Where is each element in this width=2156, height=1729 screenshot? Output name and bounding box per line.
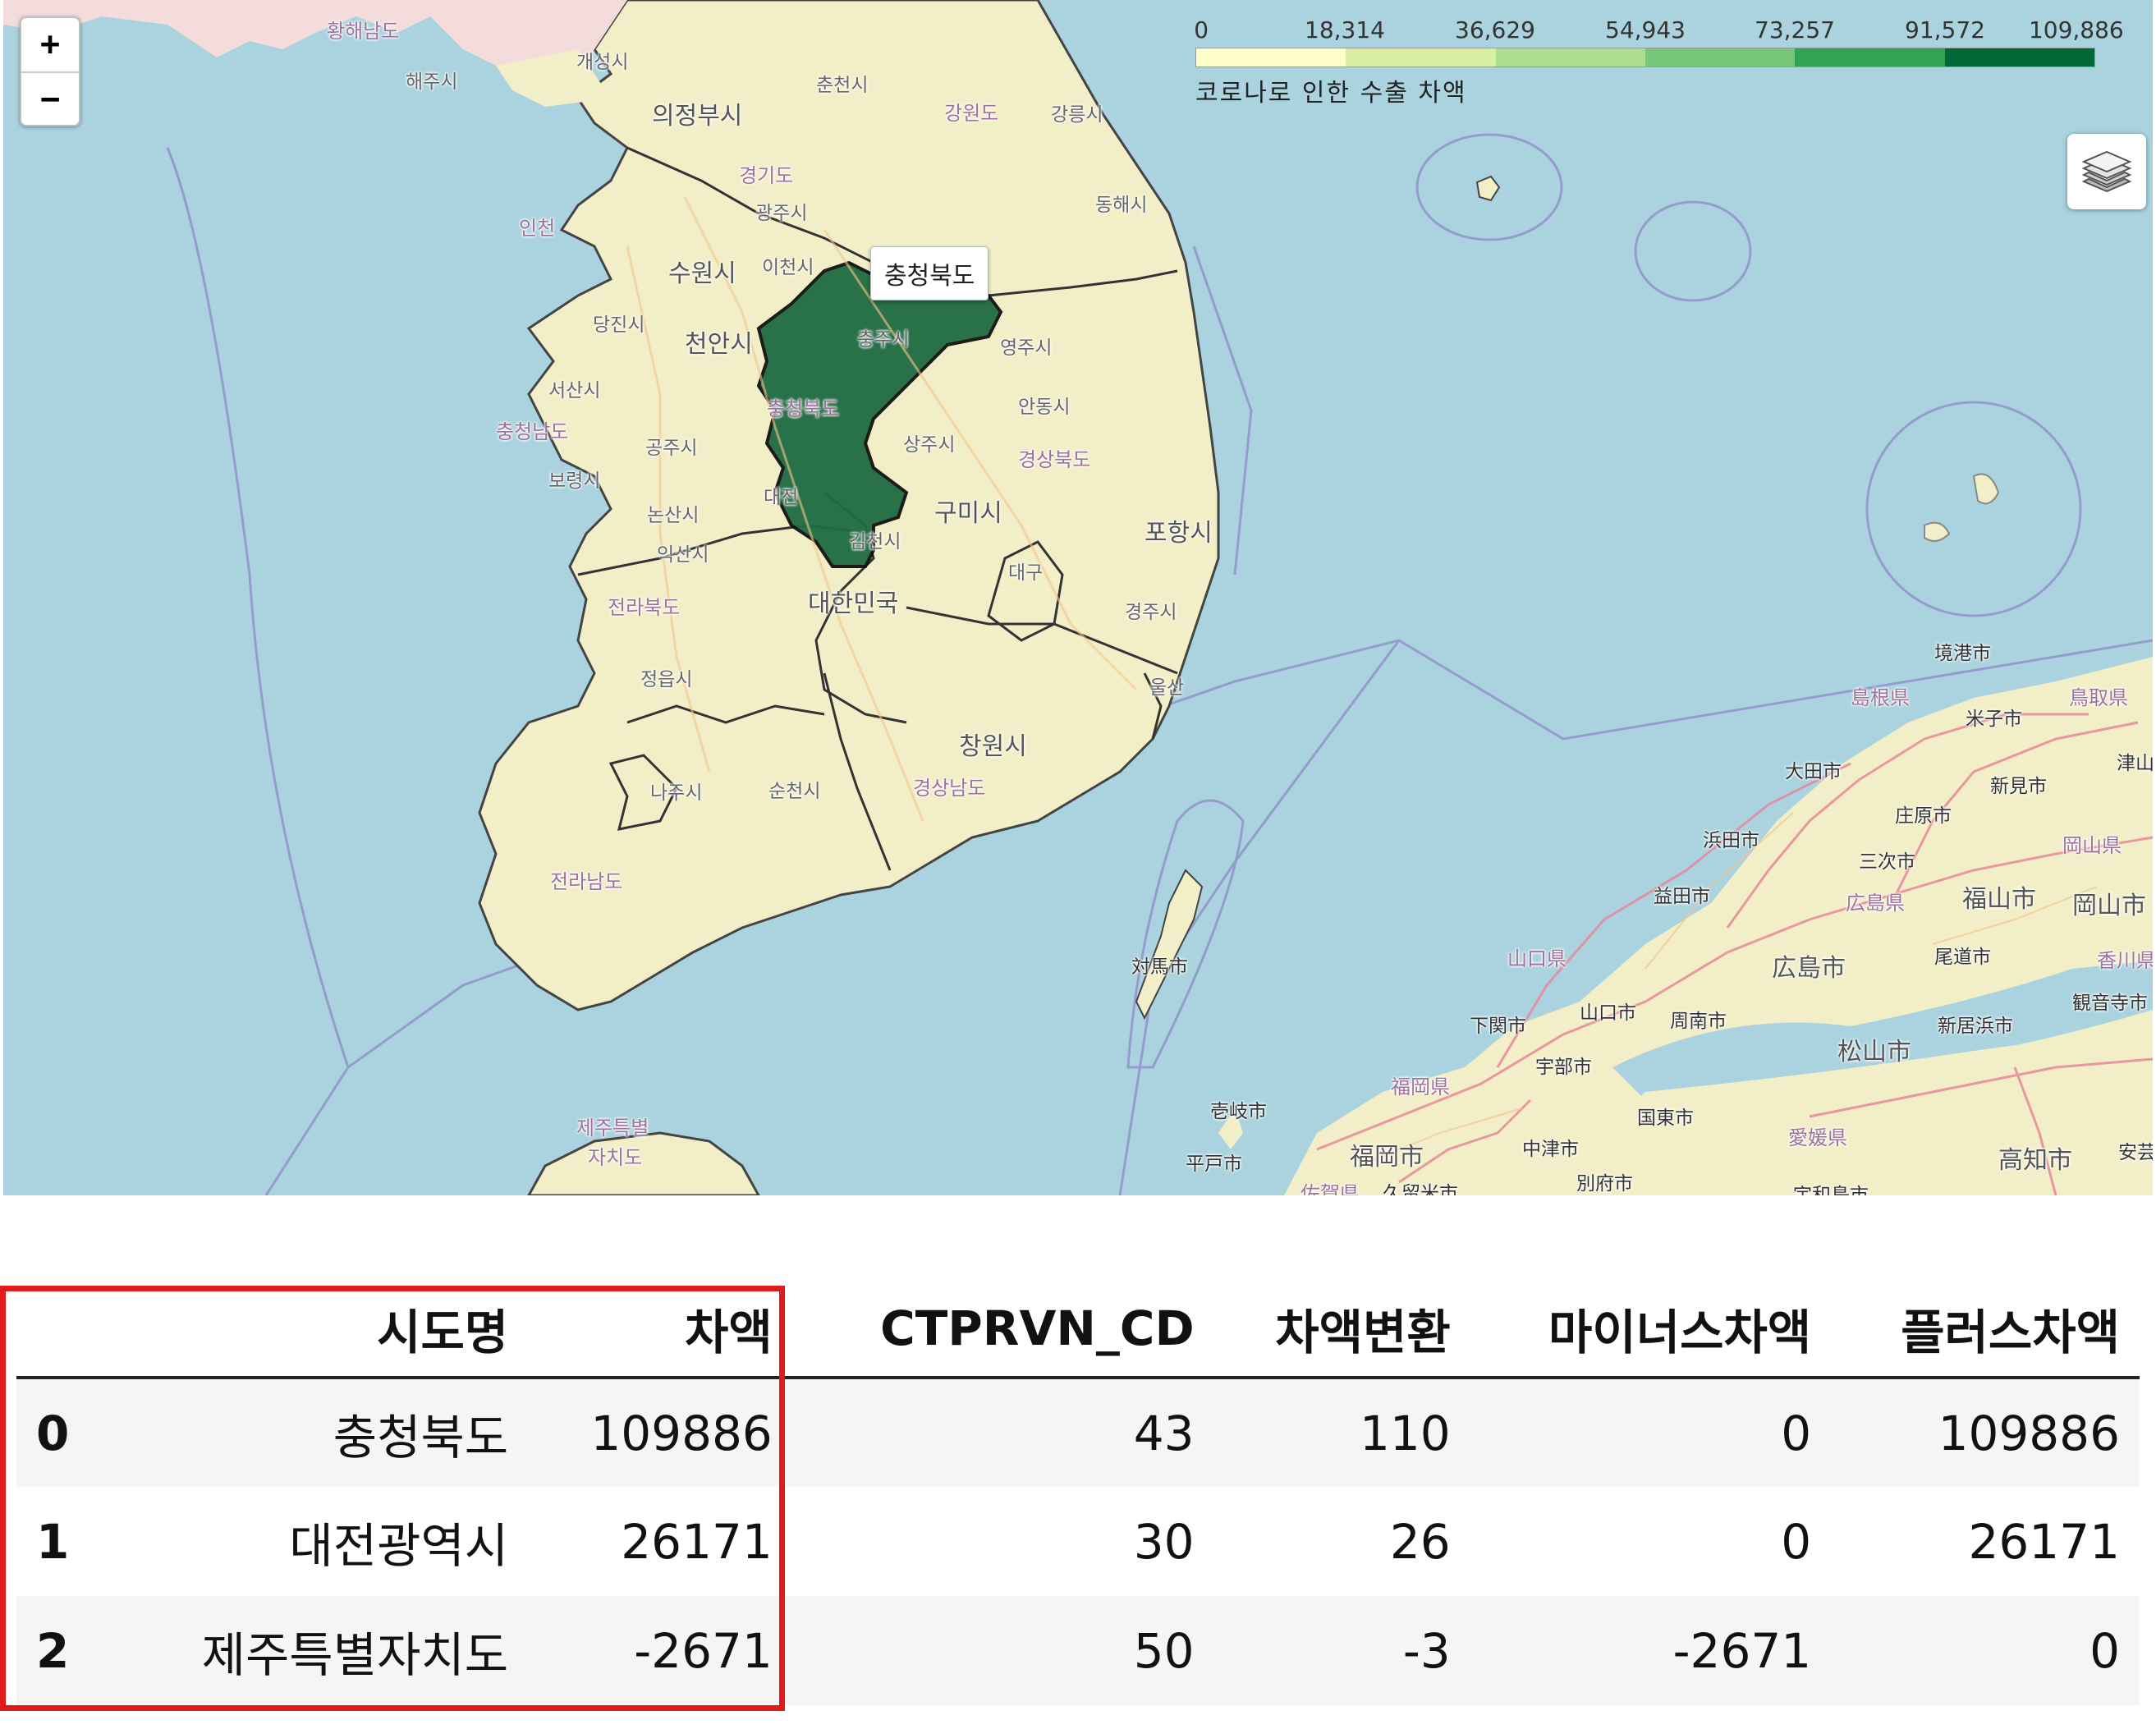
legend-tick-label: 18,314: [1305, 16, 1385, 44]
legend-swatch: [1645, 48, 1796, 66]
table-cell: -3: [1402, 1622, 1451, 1679]
jeju-land: [527, 1131, 760, 1195]
legend-swatch: [1196, 48, 1346, 66]
table-cell: 109886: [1938, 1405, 2120, 1461]
color-legend: 0 18,314 36,629 54,943 73,257 91,572 109…: [1186, 16, 2151, 108]
dataframe-table: 시도명 차액 CTPRVN_CD 차액변환 마이너스차액 플러스차액 0 충청북도 10988…: [16, 1281, 2140, 1705]
legend-swatch: [1944, 48, 2094, 66]
legend-swatch: [1795, 48, 1945, 66]
table-cell: 26171: [621, 1513, 773, 1570]
table-header-row: 시도명 차액 CTPRVN_CD 차액변환 마이너스차액 플러스차액: [16, 1281, 2140, 1379]
table-cell: 0: [1781, 1405, 1812, 1461]
table-cell: 110: [1359, 1405, 1451, 1461]
table-cell: 43: [1133, 1405, 1195, 1461]
table-cell: 대전광역시: [289, 1517, 509, 1574]
region-tooltip: 충청북도: [870, 246, 989, 300]
zoom-in-button[interactable]: +: [39, 25, 61, 63]
table-cell: 26: [1389, 1513, 1451, 1570]
legend-swatch: [1346, 48, 1496, 66]
legend-tick-label: 36,629: [1455, 16, 1535, 44]
table-cell: 50: [1133, 1622, 1195, 1679]
table-cell: 제주특별자치도: [201, 1626, 509, 1683]
legend-tick-label: 0: [1194, 16, 1209, 44]
legend-caption: 코로나로 인한 수출 차액: [1195, 79, 1467, 108]
legend-tick-label: 91,572: [1905, 16, 1985, 44]
row-index: 0: [36, 1405, 70, 1461]
table-body: 0 충청북도 109886 43 110 0 109886 1 대전광역시 26171 30 26 0 2…: [16, 1378, 2140, 1705]
column-header: CTPRVN_CD: [791, 1281, 1214, 1379]
legend-tick-label: 73,257: [1755, 16, 1835, 44]
legend-tick-label: 109,886: [2028, 16, 2124, 44]
table-cell: 0: [1781, 1513, 1812, 1570]
row-index: 2: [36, 1622, 70, 1679]
table-cell: -2671: [634, 1622, 773, 1679]
table-row: 1 대전광역시 26171 30 26 0 26171: [16, 1487, 2140, 1596]
legend-swatch: [1495, 48, 1645, 66]
legend-color-bar: [1195, 48, 2095, 67]
table-cell: 0: [2089, 1622, 2120, 1679]
layers-icon: [2081, 150, 2132, 193]
map-view[interactable]: 황해남도 해주시 개성시 의정부시 춘천시 강원도 강릉시 동해시 경기도 광주…: [3, 0, 2153, 1195]
legend-tick-label: 54,943: [1605, 16, 1686, 44]
column-header: 차액변환: [1213, 1281, 1470, 1379]
column-header: 플러스차액: [1831, 1281, 2140, 1379]
table-cell: 109886: [590, 1405, 773, 1461]
table-cell: 30: [1133, 1513, 1195, 1570]
table-cell: 26171: [1968, 1513, 2120, 1570]
tsushima-land: [1135, 869, 1204, 1020]
row-index: 1: [36, 1513, 70, 1570]
table-row: 0 충청북도 109886 43 110 0 109886: [16, 1378, 2140, 1487]
column-header: 시도명: [115, 1281, 529, 1379]
zoom-control: + −: [20, 16, 80, 126]
column-header: 마이너스차액: [1470, 1281, 1832, 1379]
layers-control-button[interactable]: [2067, 134, 2146, 209]
zoom-out-button[interactable]: −: [21, 71, 79, 125]
table-cell: -2671: [1672, 1622, 1812, 1679]
column-header: [16, 1281, 115, 1379]
north-korea-land: [3, 0, 627, 90]
map-canvas[interactable]: [3, 0, 2153, 1195]
table-row: 2 제주특별자치도 -2671 50 -3 -2671 0: [16, 1596, 2140, 1705]
table-cell: 충청북도: [333, 1409, 509, 1465]
column-header: 차액: [528, 1281, 792, 1379]
